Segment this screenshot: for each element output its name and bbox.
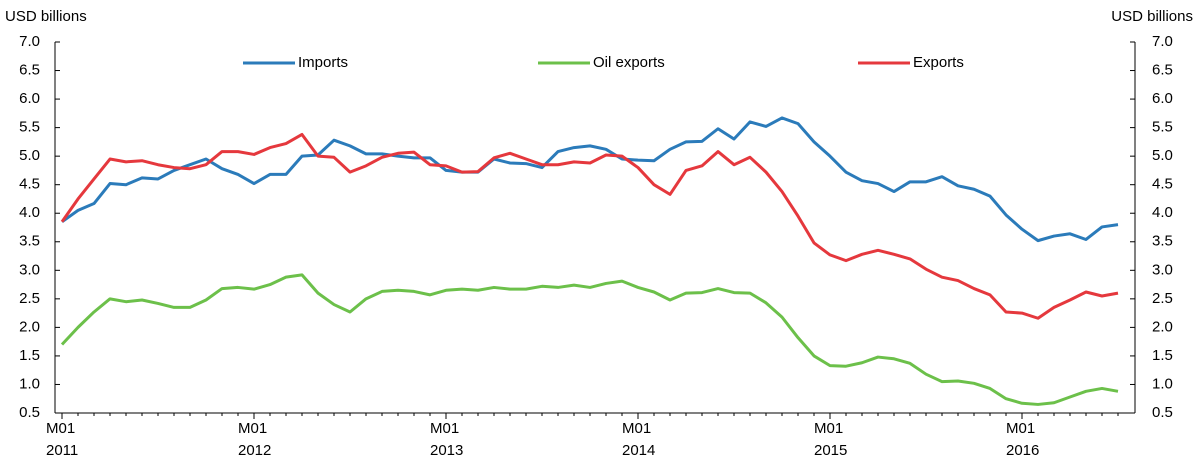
y-tick-label-right: 0.5 — [1152, 404, 1173, 421]
y-tick-label: 2.5 — [19, 290, 40, 307]
legend-label: Oil exports — [593, 54, 665, 71]
y-tick-label: 5.5 — [19, 119, 40, 136]
series-line — [60, 132, 1119, 320]
y-tick-label: 4.0 — [19, 204, 40, 221]
x-tick-label: M01 2013 — [430, 420, 464, 459]
y-tick-label: 0.5 — [19, 404, 40, 421]
x-tick-label: M01 2012 — [238, 420, 272, 459]
y-tick-label-right: 6.5 — [1152, 62, 1173, 79]
y-axis-label-left: USD billions — [5, 8, 87, 25]
y-tick-label-right: 2.0 — [1152, 318, 1173, 335]
y-tick-label: 4.5 — [19, 176, 40, 193]
y-tick-label-right: 4.5 — [1152, 176, 1173, 193]
legend-label: Imports — [298, 54, 348, 71]
page: USD billions USD billions 0.5 0.5 1.0 1.0 1.… — [5, 7, 1193, 459]
series-line — [60, 273, 1119, 406]
y-tick-label: 6.0 — [19, 90, 40, 107]
x-tick-label: M01 2016 — [1006, 420, 1040, 459]
y-tick-label: 2.0 — [19, 318, 40, 335]
y-tick-label-right: 6.0 — [1152, 90, 1173, 107]
y-tick-label: 7.0 — [19, 33, 40, 50]
y-tick-label-right: 1.0 — [1152, 375, 1173, 392]
y-tick-label-right: 5.5 — [1152, 119, 1173, 136]
y-tick-label: 6.5 — [19, 62, 40, 79]
legend-label: Exports — [913, 54, 964, 71]
y-tick-label: 1.0 — [19, 375, 40, 392]
y-tick-label: 3.5 — [19, 233, 40, 250]
series-line — [61, 116, 1119, 243]
y-tick-label: 3.0 — [19, 261, 40, 278]
y-tick-label: 5.0 — [19, 147, 40, 164]
y-tick-label-right: 3.5 — [1152, 233, 1173, 250]
y-tick-label-right: 1.5 — [1152, 347, 1173, 364]
y-tick-label-right: 5.0 — [1152, 147, 1173, 164]
y-axis-label-right: USD billions — [1111, 8, 1193, 25]
y-tick-label: 1.5 — [19, 347, 40, 364]
x-tick-label: M01 2011 — [46, 420, 79, 459]
y-tick-label-right: 3.0 — [1152, 261, 1173, 278]
x-tick-label: M01 2014 — [622, 420, 656, 459]
y-tick-label-right: 4.0 — [1152, 204, 1173, 221]
y-tick-label-right: 2.5 — [1152, 290, 1173, 307]
x-tick-label: M01 2015 — [814, 420, 848, 459]
y-tick-label-right: 7.0 — [1152, 33, 1173, 50]
chart: USD billions USD billions 0.5 0.5 1.0 1.0 1.… — [5, 8, 1193, 421]
